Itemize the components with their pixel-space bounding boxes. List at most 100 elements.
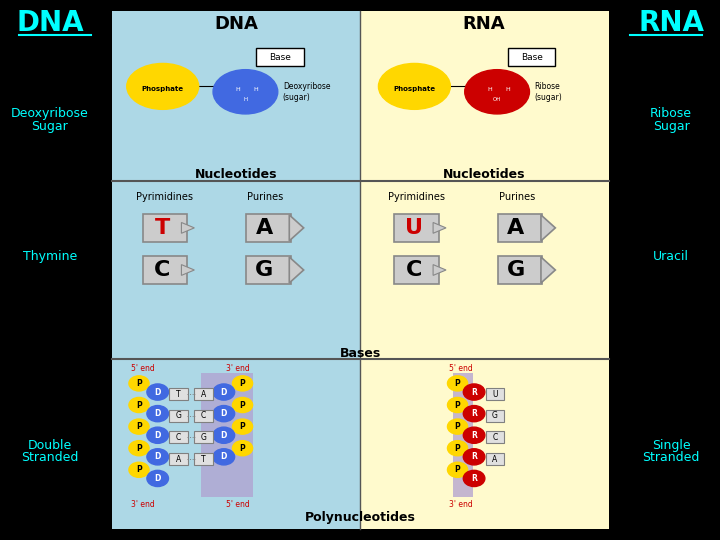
Text: Deoxyribose: Deoxyribose <box>11 107 89 120</box>
Circle shape <box>129 397 149 413</box>
Text: P: P <box>240 401 246 409</box>
Ellipse shape <box>213 70 278 114</box>
Text: DNA: DNA <box>214 15 258 33</box>
Polygon shape <box>289 257 304 283</box>
Text: C: C <box>492 433 498 442</box>
FancyBboxPatch shape <box>169 453 188 465</box>
FancyBboxPatch shape <box>508 48 555 66</box>
Text: 5' end: 5' end <box>131 364 155 373</box>
Text: P: P <box>136 401 142 409</box>
Text: Polynucleotides: Polynucleotides <box>305 511 416 524</box>
Circle shape <box>147 406 168 422</box>
Text: G: G <box>507 260 525 280</box>
Text: Stranded: Stranded <box>21 451 78 464</box>
Text: D: D <box>155 431 161 440</box>
Text: D: D <box>220 431 227 440</box>
FancyBboxPatch shape <box>246 256 291 284</box>
FancyBboxPatch shape <box>485 410 504 422</box>
Text: Phosphate: Phosphate <box>142 86 184 92</box>
FancyBboxPatch shape <box>361 11 608 529</box>
Circle shape <box>213 449 235 465</box>
Circle shape <box>129 462 149 477</box>
Text: D: D <box>220 453 227 461</box>
Text: R: R <box>471 431 477 440</box>
FancyBboxPatch shape <box>169 410 188 422</box>
Text: 3' end: 3' end <box>449 501 473 509</box>
Circle shape <box>463 470 485 487</box>
Text: Double: Double <box>27 439 72 452</box>
Text: P: P <box>454 422 460 431</box>
Text: T: T <box>202 455 206 463</box>
Text: Pyrimidines: Pyrimidines <box>136 192 194 202</box>
Text: C: C <box>176 433 181 442</box>
Text: Ribose: Ribose <box>650 107 692 120</box>
Circle shape <box>463 406 485 422</box>
Circle shape <box>213 406 235 422</box>
Circle shape <box>447 419 467 434</box>
Ellipse shape <box>464 70 529 114</box>
Text: G: G <box>176 411 181 420</box>
FancyBboxPatch shape <box>169 388 188 400</box>
Circle shape <box>463 427 485 443</box>
Circle shape <box>233 441 253 456</box>
Text: Thymine: Thymine <box>23 250 77 263</box>
Text: D: D <box>220 388 227 396</box>
Text: 5' end: 5' end <box>449 364 473 373</box>
FancyBboxPatch shape <box>143 256 187 284</box>
Text: Single: Single <box>652 439 690 452</box>
Circle shape <box>233 419 253 434</box>
Text: T: T <box>154 218 170 238</box>
Text: Purines: Purines <box>248 192 284 202</box>
Text: P: P <box>240 379 246 388</box>
Text: H: H <box>243 97 248 102</box>
Text: A: A <box>256 218 273 238</box>
FancyBboxPatch shape <box>169 431 188 443</box>
Ellipse shape <box>127 64 199 109</box>
Text: Base: Base <box>269 53 291 62</box>
Text: C: C <box>201 411 207 420</box>
Text: D: D <box>220 409 227 418</box>
FancyBboxPatch shape <box>395 214 439 242</box>
Text: G: G <box>201 433 207 442</box>
Circle shape <box>447 397 467 413</box>
Text: P: P <box>240 444 246 453</box>
Text: U: U <box>492 390 498 399</box>
Text: G: G <box>255 260 273 280</box>
FancyBboxPatch shape <box>452 373 472 497</box>
Text: D: D <box>155 453 161 461</box>
Circle shape <box>147 449 168 465</box>
Circle shape <box>447 376 467 391</box>
Text: R: R <box>471 453 477 461</box>
Text: H: H <box>236 86 240 92</box>
Circle shape <box>463 384 485 400</box>
Text: P: P <box>136 465 142 474</box>
Text: H: H <box>487 86 492 92</box>
FancyBboxPatch shape <box>246 214 291 242</box>
Text: R: R <box>471 388 477 396</box>
Text: 3' end: 3' end <box>226 364 250 373</box>
Text: P: P <box>136 379 142 388</box>
Text: RNA: RNA <box>463 15 505 33</box>
Text: DNA: DNA <box>16 9 84 37</box>
Text: Base: Base <box>521 53 543 62</box>
Text: RNA: RNA <box>638 9 704 37</box>
FancyBboxPatch shape <box>112 11 361 529</box>
Text: Deoxyribose
(sugar): Deoxyribose (sugar) <box>283 82 330 102</box>
Text: Pyrimidines: Pyrimidines <box>388 192 445 202</box>
Text: Nucleotides: Nucleotides <box>443 168 526 181</box>
Text: Purines: Purines <box>499 192 536 202</box>
Text: A: A <box>507 218 524 238</box>
Polygon shape <box>541 215 555 241</box>
Text: R: R <box>471 474 477 483</box>
FancyBboxPatch shape <box>485 431 504 443</box>
FancyBboxPatch shape <box>498 256 542 284</box>
FancyBboxPatch shape <box>498 214 542 242</box>
Text: P: P <box>454 379 460 388</box>
FancyBboxPatch shape <box>485 453 504 465</box>
Polygon shape <box>433 222 446 233</box>
Circle shape <box>147 384 168 400</box>
Text: P: P <box>136 422 142 431</box>
Text: OH: OH <box>493 97 501 102</box>
Polygon shape <box>289 215 304 241</box>
FancyBboxPatch shape <box>395 256 439 284</box>
